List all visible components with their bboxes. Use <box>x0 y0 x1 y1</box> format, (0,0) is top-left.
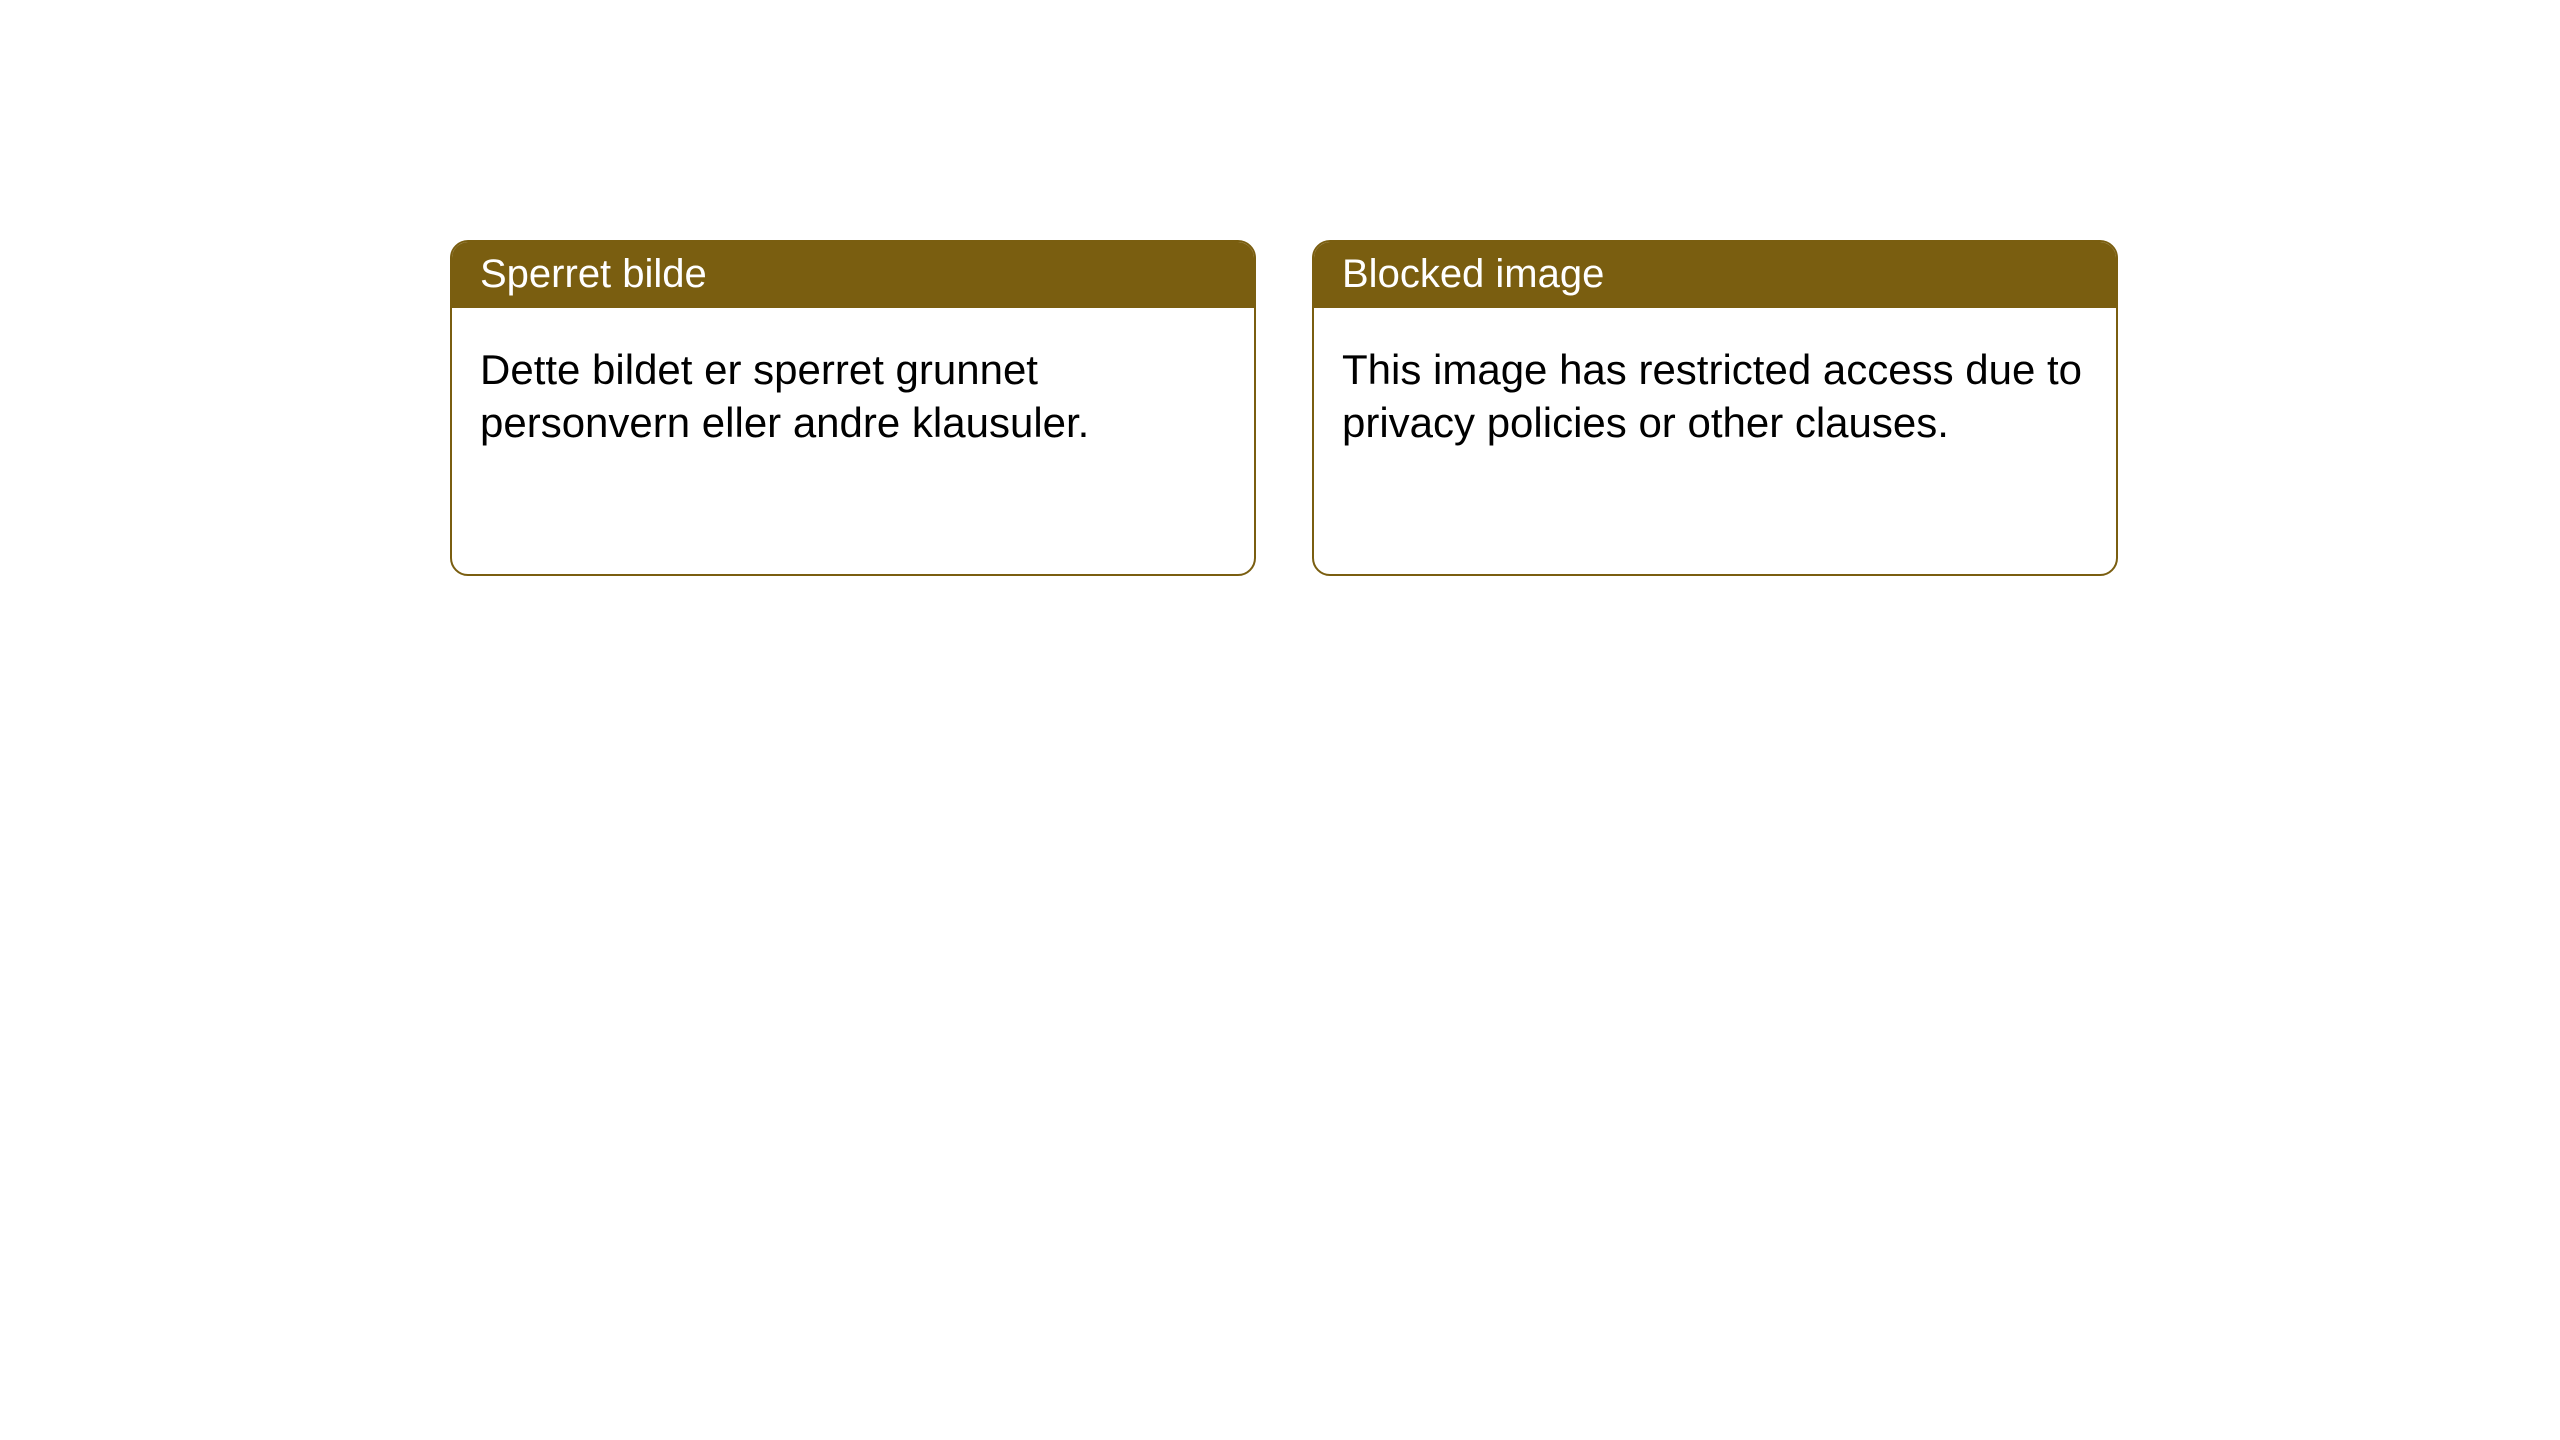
notice-body-english: This image has restricted access due to … <box>1314 308 2116 477</box>
notice-box-english: Blocked image This image has restricted … <box>1312 240 2118 576</box>
notice-header-norwegian: Sperret bilde <box>452 242 1254 308</box>
notice-header-english: Blocked image <box>1314 242 2116 308</box>
notice-container: Sperret bilde Dette bildet er sperret gr… <box>0 0 2560 576</box>
notice-box-norwegian: Sperret bilde Dette bildet er sperret gr… <box>450 240 1256 576</box>
notice-body-norwegian: Dette bildet er sperret grunnet personve… <box>452 308 1254 477</box>
